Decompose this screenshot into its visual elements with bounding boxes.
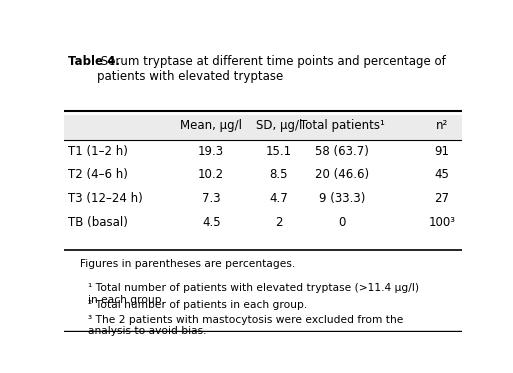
- Text: T3 (12–24 h): T3 (12–24 h): [68, 192, 143, 205]
- Text: 0: 0: [339, 216, 346, 229]
- Text: 91: 91: [435, 144, 449, 157]
- Text: T2 (4–6 h): T2 (4–6 h): [68, 168, 128, 181]
- Text: 27: 27: [435, 192, 449, 205]
- Text: Total patients¹: Total patients¹: [300, 119, 385, 132]
- Text: 8.5: 8.5: [269, 168, 288, 181]
- Text: 9 (33.3): 9 (33.3): [319, 192, 366, 205]
- Text: 4.7: 4.7: [269, 192, 288, 205]
- Text: 10.2: 10.2: [198, 168, 224, 181]
- Text: 100³: 100³: [428, 216, 456, 229]
- Text: 20 (46.6): 20 (46.6): [315, 168, 369, 181]
- Text: Serum tryptase at different time points and percentage of
patients with elevated: Serum tryptase at different time points …: [97, 55, 446, 83]
- Text: T1 (1–2 h): T1 (1–2 h): [68, 144, 128, 157]
- Text: Mean, μg/l: Mean, μg/l: [180, 119, 242, 132]
- Text: SD, μg/l: SD, μg/l: [255, 119, 302, 132]
- Text: Figures in parentheses are percentages.: Figures in parentheses are percentages.: [80, 259, 295, 269]
- Text: n²: n²: [436, 119, 448, 132]
- Text: 7.3: 7.3: [202, 192, 221, 205]
- Text: ² Total number of patients in each group.: ² Total number of patients in each group…: [88, 300, 307, 310]
- Text: 2: 2: [275, 216, 283, 229]
- Text: Table 4.: Table 4.: [68, 55, 120, 68]
- Text: TB (basal): TB (basal): [68, 216, 128, 229]
- FancyBboxPatch shape: [64, 115, 462, 140]
- Text: 4.5: 4.5: [202, 216, 221, 229]
- Text: 15.1: 15.1: [266, 144, 292, 157]
- Text: 58 (63.7): 58 (63.7): [315, 144, 369, 157]
- Text: ¹ Total number of patients with elevated tryptase (>11.4 μg/l)
in each group.: ¹ Total number of patients with elevated…: [88, 283, 419, 305]
- Text: ³ The 2 patients with mastocytosis were excluded from the
analysis to avoid bias: ³ The 2 patients with mastocytosis were …: [88, 315, 403, 336]
- Text: 19.3: 19.3: [198, 144, 224, 157]
- Text: 45: 45: [435, 168, 449, 181]
